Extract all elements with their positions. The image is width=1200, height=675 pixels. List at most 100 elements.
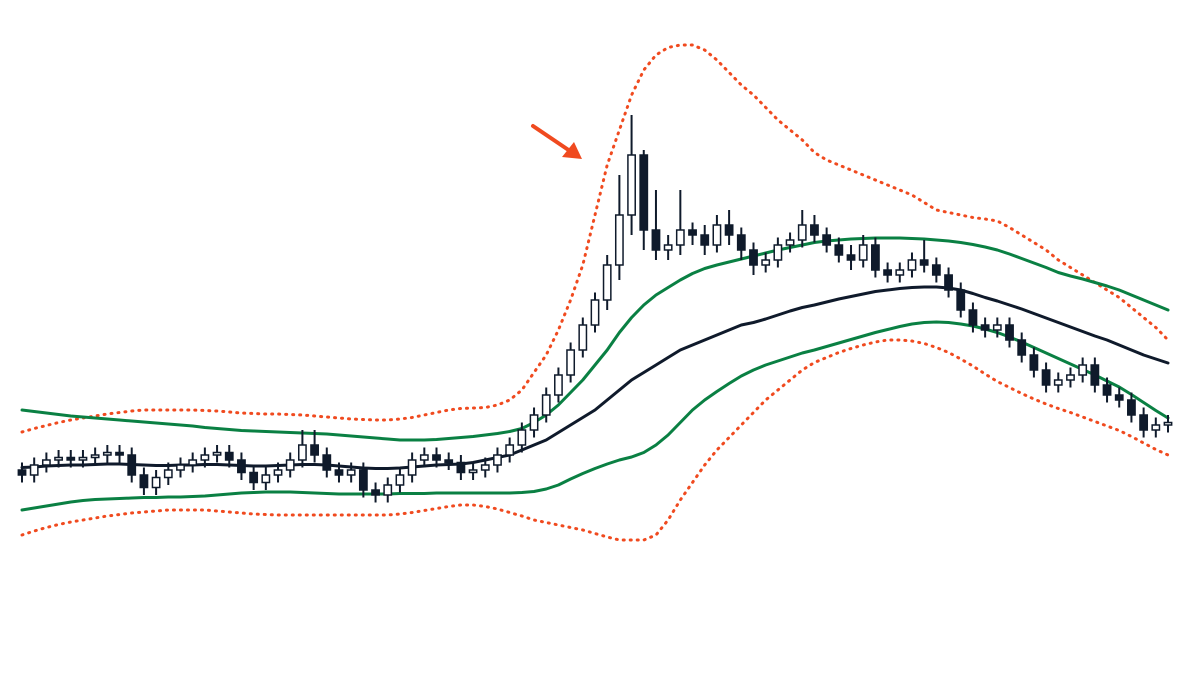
candle-body [1139,414,1149,431]
candle-body [797,224,807,241]
candle-body [517,429,527,446]
candle-body [1005,324,1014,341]
candle-body [895,269,905,276]
band-line [20,285,1170,470]
candle-body [139,474,149,489]
candle-body [334,469,344,476]
candles [17,115,1173,503]
candle-body [663,244,673,251]
candle-body [127,454,137,476]
candle-body [1127,399,1136,416]
candle-body [614,214,624,266]
candle-body [176,464,185,471]
candle-body [834,244,844,256]
candle-body [163,469,173,479]
candle-body [383,484,393,496]
candle-body [407,459,417,476]
candle-body [444,459,454,464]
candle-body [151,476,161,489]
band-line [20,320,1170,512]
candle-body [822,234,832,246]
candle-body [1066,374,1075,381]
candle-body [249,471,259,484]
candle-body [188,459,198,466]
candle-body [541,394,551,416]
candle-body [980,324,990,331]
candle-body [712,224,722,246]
candle-body [736,234,746,251]
candle-body [761,259,771,266]
candle-body [846,254,856,261]
candle-body [602,264,612,301]
band-line [20,236,1170,442]
candle-body [919,259,929,266]
candle-body [907,259,917,271]
candle-body [724,224,734,236]
candle-body [944,274,953,291]
candle-body [1017,339,1027,356]
candle-body [432,454,441,461]
candle-body [273,469,283,476]
candle-body [285,459,295,471]
candle-body [115,451,124,456]
arrow-head [562,142,582,159]
candle-body [554,374,563,396]
bands [20,43,1170,542]
candle-body [358,469,368,491]
candle-body [688,229,697,236]
candle-body [261,474,271,484]
outer-band [20,338,1170,542]
candle-body [493,454,502,466]
outer-band [20,43,1170,434]
candle-body [1102,384,1112,396]
candle-body [1053,379,1063,386]
candle-body [468,469,478,474]
candle-body [858,244,868,261]
candle-body [956,289,966,311]
candle-body [224,451,234,461]
candle-body [1163,421,1173,426]
candle-body [785,239,795,246]
candle-body [992,324,1002,331]
candle-body [639,154,649,231]
candle-body [1041,369,1051,386]
candle-body [237,459,246,474]
candle-body [773,244,783,261]
candle-body [29,464,39,476]
candle-body [41,459,51,466]
candle-body [1114,394,1124,401]
candle-body [54,456,63,461]
candle-body [102,451,112,456]
candle-body [1078,364,1088,376]
candle-body [505,444,515,456]
candle-body [700,234,710,246]
candle-body [78,456,88,461]
candle-body [1029,354,1039,371]
candle-body [1151,424,1161,431]
candle-body [212,451,222,456]
candle-body [749,249,758,266]
candle-body [627,154,636,216]
candle-body [322,454,332,471]
candle-body [371,489,380,496]
arrow-shaft [531,124,572,153]
candle-body [931,264,941,276]
candle-body [590,299,600,326]
candle-body [566,349,576,376]
candle-body [870,244,880,271]
candle-body [297,444,307,461]
candle-body [883,269,893,276]
arrow [531,124,582,159]
candle-body [456,461,466,474]
candle-body [346,469,356,476]
candle-body [17,469,27,476]
candle-body [529,414,539,431]
candle-body [968,309,978,326]
candle-body [480,464,490,471]
candle-body [90,454,100,459]
candle-body [675,229,685,246]
candle-body [200,454,210,461]
candle-body [395,474,405,486]
